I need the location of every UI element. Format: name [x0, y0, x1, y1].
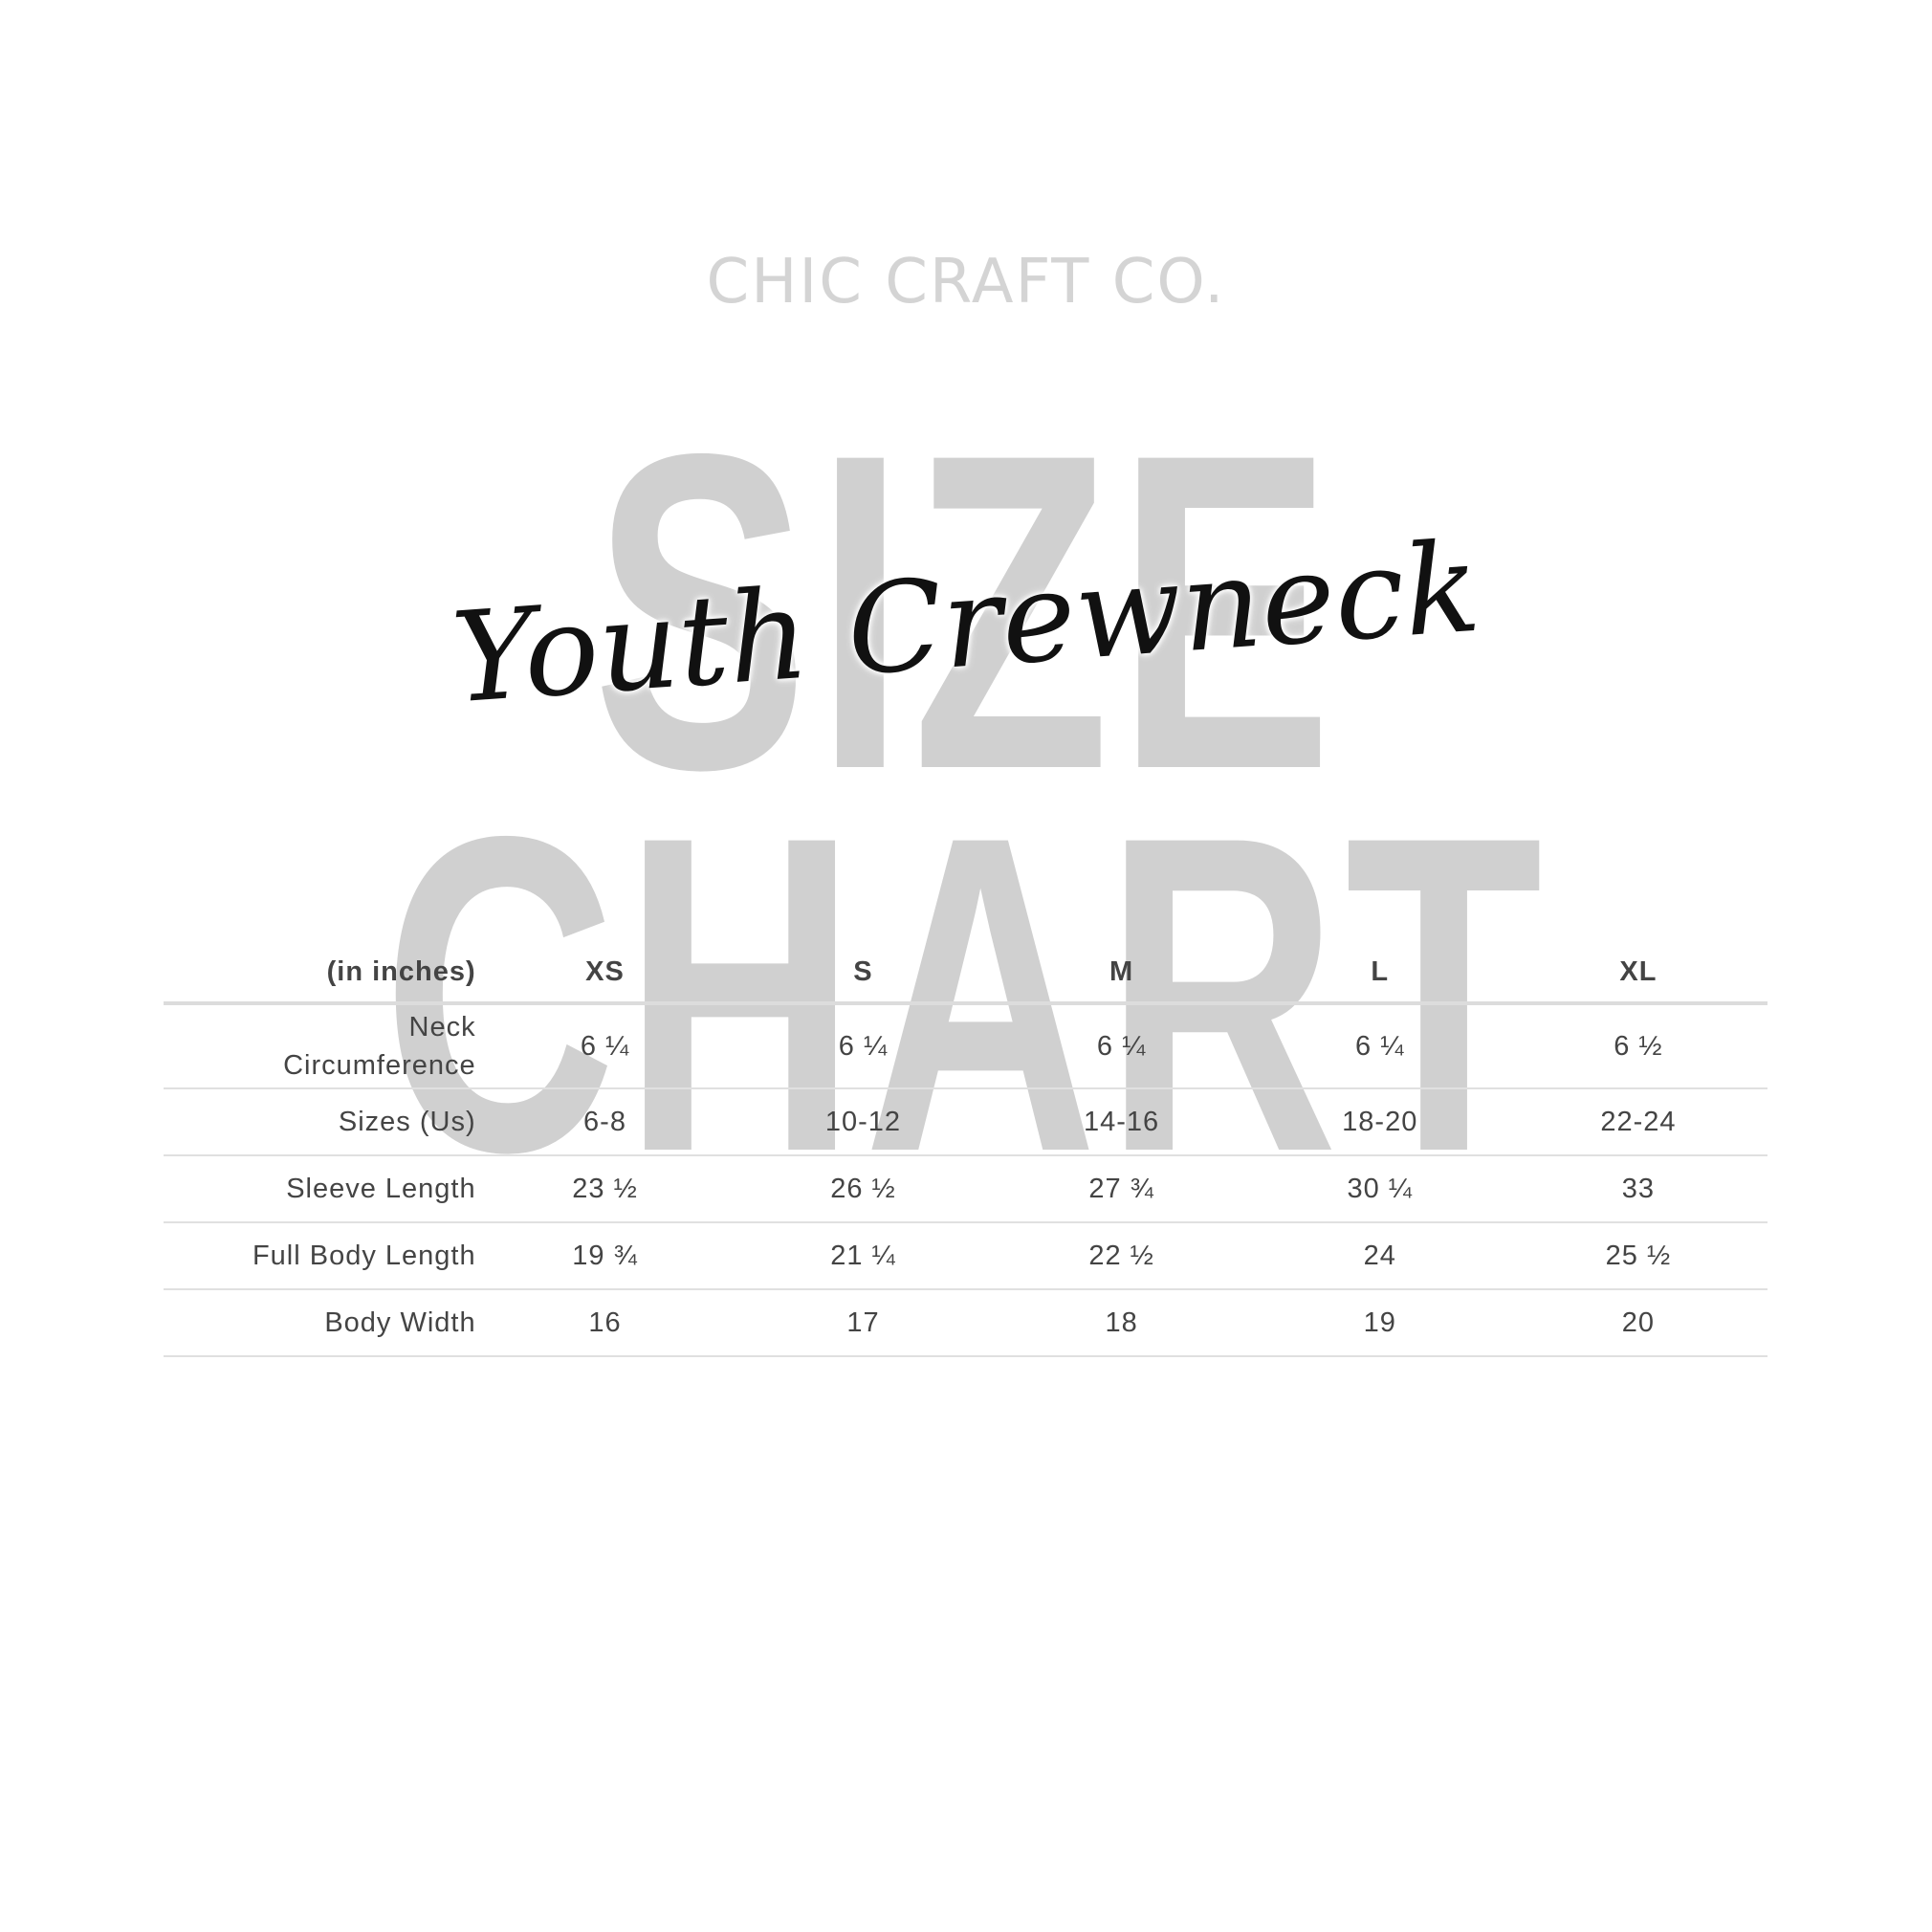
table-cell: 14-16 [992, 1088, 1251, 1156]
table-cell: 6 ½ [1508, 1003, 1767, 1089]
table-cell: 19 ¾ [475, 1222, 735, 1290]
table-row: Full Body Length 19 ¾ 21 ¼ 22 ½ 24 25 ½ [164, 1222, 1767, 1290]
table-cell: 21 ¼ [734, 1222, 993, 1290]
header-row: (in inches) XS S M L XL [164, 942, 1767, 1005]
table-cell: 17 [734, 1289, 993, 1357]
table-cell: 33 [1508, 1155, 1767, 1223]
table-cell: 19 [1250, 1289, 1509, 1357]
table-cell: 22 ½ [992, 1222, 1251, 1290]
column-header: S [734, 942, 993, 1005]
table-cell: 24 [1250, 1222, 1509, 1290]
table-row: Sizes (Us) 6-8 10-12 14-16 18-20 22-24 [164, 1088, 1767, 1156]
table-cell: 25 ½ [1508, 1222, 1767, 1290]
column-header: XS [475, 942, 735, 1005]
row-label: Body Width [164, 1289, 476, 1357]
column-header: L [1250, 942, 1509, 1005]
table-row: Sleeve Length 23 ½ 26 ½ 27 ¾ 30 ¼ 33 [164, 1155, 1767, 1223]
unit-label: (in inches) [164, 942, 476, 1005]
table-cell: 30 ¼ [1250, 1155, 1509, 1223]
table-cell: 20 [1508, 1289, 1767, 1357]
table-cell: 10-12 [734, 1088, 993, 1156]
table-cell: 16 [475, 1289, 735, 1357]
row-label: Neck Circumference [164, 1003, 476, 1089]
table-cell: 6 ¼ [475, 1003, 735, 1089]
brand-logo-text: CHIC CRAFT CO. [706, 247, 1226, 318]
row-label: Sizes (Us) [164, 1088, 476, 1156]
table-cell: 18-20 [1250, 1088, 1509, 1156]
table-cell: 26 ½ [734, 1155, 993, 1223]
table-cell: 23 ½ [475, 1155, 735, 1223]
table-cell: 18 [992, 1289, 1251, 1357]
column-header: M [992, 942, 1251, 1005]
table-cell: 6-8 [475, 1088, 735, 1156]
table-cell: 27 ¾ [992, 1155, 1251, 1223]
column-header: XL [1508, 942, 1767, 1005]
row-label: Full Body Length [164, 1222, 476, 1290]
row-label: Sleeve Length [164, 1155, 476, 1223]
table-cell: 22-24 [1508, 1088, 1767, 1156]
table-cell: 6 ¼ [1250, 1003, 1509, 1089]
table-cell: 6 ¼ [734, 1003, 993, 1089]
table-cell: 6 ¼ [992, 1003, 1251, 1089]
size-table: (in inches) XS S M L XL Neck Circumferen… [164, 942, 1767, 1357]
table-row: Body Width 16 17 18 19 20 [164, 1289, 1767, 1357]
